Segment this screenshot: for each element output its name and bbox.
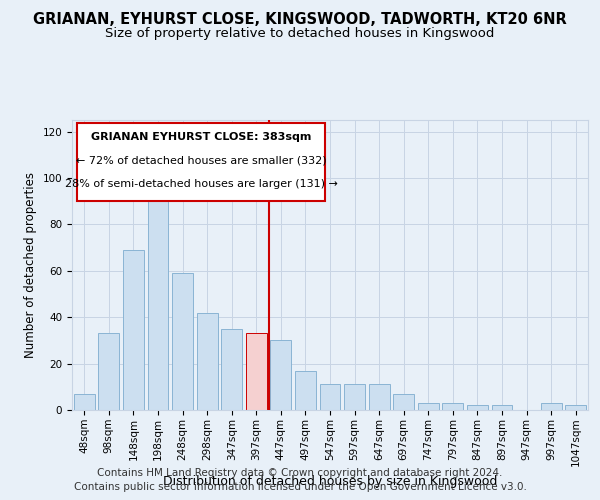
Bar xyxy=(491,406,512,410)
X-axis label: Distribution of detached houses by size in Kingswood: Distribution of detached houses by size … xyxy=(163,474,497,488)
Bar xyxy=(442,403,463,410)
Bar xyxy=(393,394,414,410)
Bar xyxy=(467,406,488,410)
Text: GRIANAN, EYHURST CLOSE, KINGSWOOD, TADWORTH, KT20 6NR: GRIANAN, EYHURST CLOSE, KINGSWOOD, TADWO… xyxy=(33,12,567,28)
Text: GRIANAN EYHURST CLOSE: 383sqm: GRIANAN EYHURST CLOSE: 383sqm xyxy=(91,132,311,142)
Bar xyxy=(172,273,193,410)
Bar xyxy=(541,403,562,410)
Bar xyxy=(295,370,316,410)
Text: Contains HM Land Registry data © Crown copyright and database right 2024.: Contains HM Land Registry data © Crown c… xyxy=(97,468,503,477)
Bar xyxy=(197,312,218,410)
Bar xyxy=(123,250,144,410)
Bar xyxy=(98,334,119,410)
Text: 28% of semi-detached houses are larger (131) →: 28% of semi-detached houses are larger (… xyxy=(65,179,337,189)
Text: Contains public sector information licensed under the Open Government Licence v3: Contains public sector information licen… xyxy=(74,482,526,492)
Y-axis label: Number of detached properties: Number of detached properties xyxy=(24,172,37,358)
Bar xyxy=(418,403,439,410)
Bar xyxy=(221,329,242,410)
Bar xyxy=(565,406,586,410)
Bar xyxy=(271,340,292,410)
Text: Size of property relative to detached houses in Kingswood: Size of property relative to detached ho… xyxy=(106,28,494,40)
FancyBboxPatch shape xyxy=(77,123,325,201)
Bar xyxy=(368,384,389,410)
Text: ← 72% of detached houses are smaller (332): ← 72% of detached houses are smaller (33… xyxy=(76,156,326,166)
Bar xyxy=(320,384,340,410)
Bar xyxy=(344,384,365,410)
Bar xyxy=(246,334,267,410)
Bar xyxy=(74,394,95,410)
Bar xyxy=(148,185,169,410)
